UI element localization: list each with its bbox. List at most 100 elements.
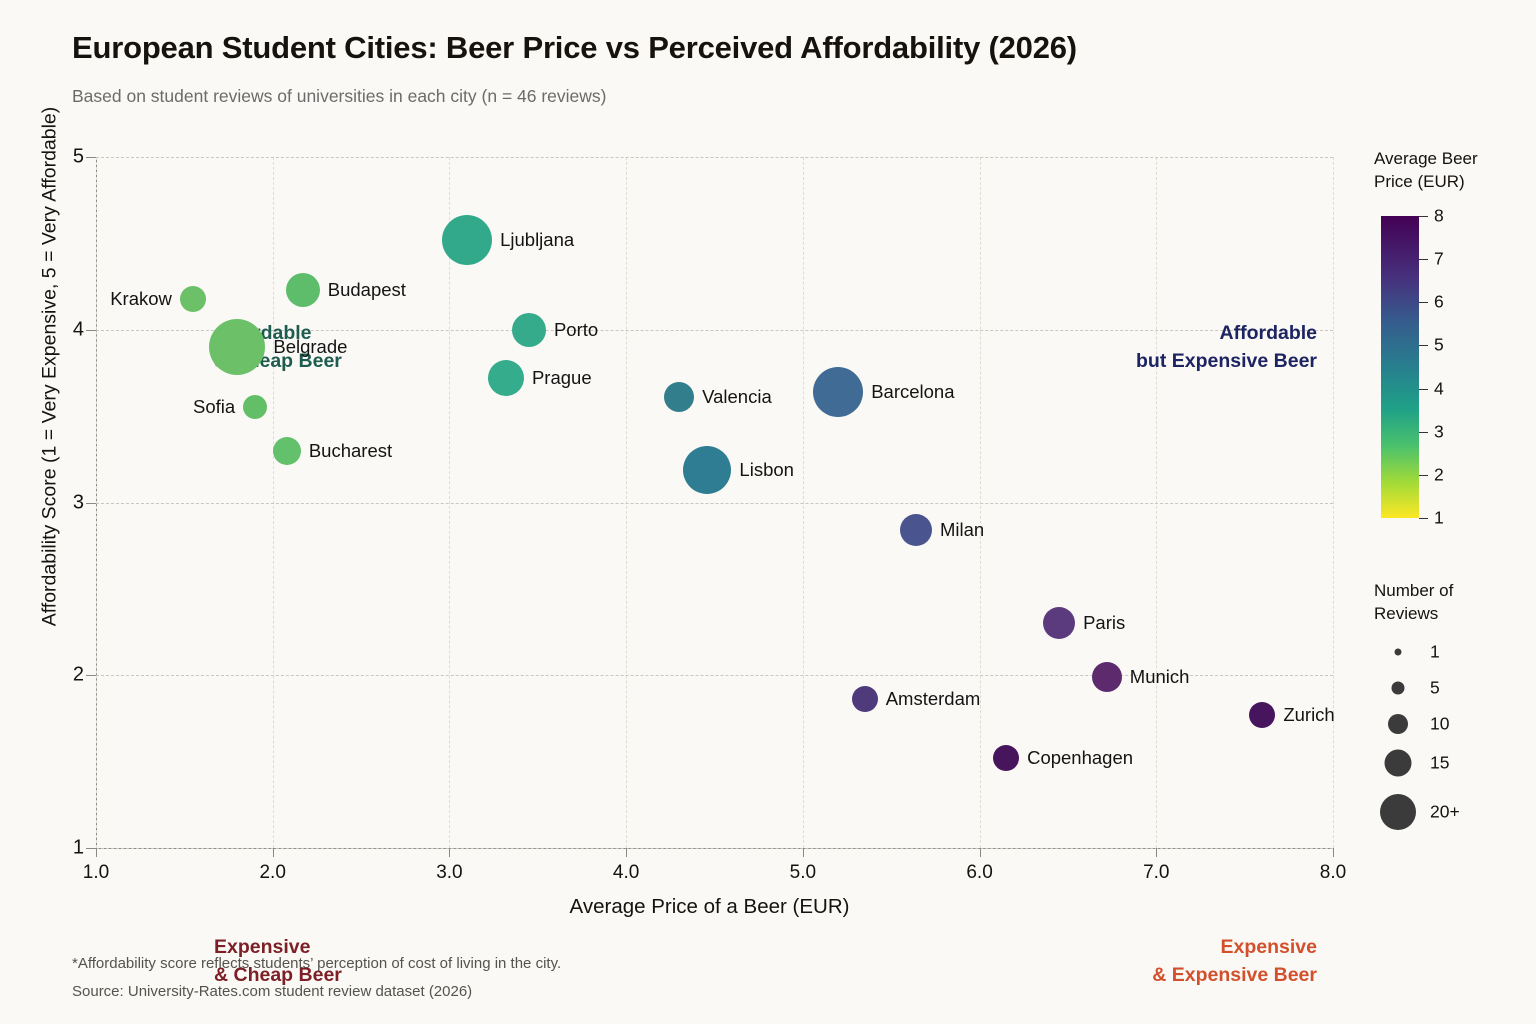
plot-area: Affordable & Cheap Beer Affordable but E… xyxy=(96,157,1335,986)
scatter-label-sofia: Sofia xyxy=(193,396,236,418)
x-tick-mark xyxy=(626,848,628,857)
quadrant-label-top-right: Affordable but Expensive Beer xyxy=(1136,319,1317,376)
scatter-point-barcelona[interactable] xyxy=(813,366,864,417)
x-tick-label: 8.0 xyxy=(1319,862,1347,883)
scatter-point-belgrade[interactable] xyxy=(209,319,266,376)
scatter-label-lisbon: Lisbon xyxy=(739,458,794,480)
x-axis-label: Average Price of a Beer (EUR) xyxy=(569,895,850,918)
scatter-label-copenhagen: Copenhagen xyxy=(1027,747,1134,769)
quadrant-bl-line1: Expensive xyxy=(214,936,311,958)
page-subtitle: Based on student reviews of universities… xyxy=(72,86,607,106)
scatter-point-valencia[interactable] xyxy=(664,382,695,413)
y-tick-mark xyxy=(86,502,96,504)
scatter-point-sofia[interactable] xyxy=(243,395,268,420)
y-tick-label: 3 xyxy=(72,491,84,513)
scatter-point-zurich[interactable] xyxy=(1249,701,1276,728)
colorbar-tick-mark xyxy=(1419,216,1428,217)
size-legend-dot xyxy=(1380,794,1416,830)
colorbar-tick-label: 7 xyxy=(1434,248,1444,269)
colorbar-tick-label: 5 xyxy=(1434,334,1444,355)
colorbar-tick-label: 6 xyxy=(1434,291,1444,312)
scatter-label-belgrade: Belgrade xyxy=(273,336,348,358)
gridline-vertical xyxy=(1333,157,1334,848)
footnote-source: Source: University-Rates.com student rev… xyxy=(72,983,473,1000)
scatter-point-munich[interactable] xyxy=(1091,661,1122,692)
colorbar-tick-label: 2 xyxy=(1434,464,1444,485)
size-legend-label: 20+ xyxy=(1430,801,1460,822)
x-tick-label: 5.0 xyxy=(789,862,817,883)
y-tick-label: 2 xyxy=(72,663,84,686)
x-tick-mark xyxy=(802,848,804,857)
x-tick-label: 7.0 xyxy=(1143,862,1170,883)
y-tick-mark xyxy=(86,157,96,158)
scatter-label-amsterdam: Amsterdam xyxy=(885,688,981,710)
scatter-label-porto: Porto xyxy=(553,318,599,340)
gridline-horizontal xyxy=(96,157,1333,158)
scatter-label-prague: Prague xyxy=(531,367,592,389)
scatter-point-bucharest[interactable] xyxy=(272,436,301,465)
colorbar-tick-mark xyxy=(1419,302,1428,304)
colorbar-title-line1: Average Beer xyxy=(1374,149,1478,168)
y-tick-label: 1 xyxy=(72,836,84,859)
colorbar-tick-label: 3 xyxy=(1434,421,1444,442)
scatter-point-amsterdam[interactable] xyxy=(851,686,878,713)
colorbar-tick-label: 1 xyxy=(1434,507,1444,528)
y-tick-mark xyxy=(86,675,96,677)
scatter-point-ljubljana[interactable] xyxy=(442,214,493,265)
size-legend-dot xyxy=(1384,749,1412,777)
colorbar-tick-mark xyxy=(1419,431,1428,433)
x-tick-mark xyxy=(979,848,981,857)
quadrant-label-bottom-right: Expensive & Expensive Beer xyxy=(1152,933,1317,990)
x-tick-mark xyxy=(1333,848,1334,857)
colorbar-gradient xyxy=(1381,216,1419,518)
x-tick-mark xyxy=(449,848,451,857)
scatter-point-budapest[interactable] xyxy=(285,273,320,308)
scatter-label-krakow: Krakow xyxy=(110,287,172,309)
y-tick-mark xyxy=(86,848,96,849)
size-legend-title-line1: Number of xyxy=(1374,581,1454,600)
size-legend-label: 15 xyxy=(1430,752,1450,773)
size-legend-label: 1 xyxy=(1430,641,1440,662)
gridline-horizontal xyxy=(96,502,1333,504)
colorbar-tick-mark xyxy=(1419,474,1428,476)
x-tick-mark xyxy=(1156,848,1158,857)
quadrant-label-bottom-left: Expensive & Cheap Beer xyxy=(214,933,342,990)
x-tick-mark xyxy=(272,848,274,857)
quadrant-tr-line2: but Expensive Beer xyxy=(1136,350,1317,373)
quadrant-tr-line1: Affordable xyxy=(1219,322,1318,344)
scatter-label-paris: Paris xyxy=(1083,612,1126,634)
colorbar-tick-mark xyxy=(1419,259,1428,261)
x-tick-mark xyxy=(96,848,97,857)
scatter-point-milan[interactable] xyxy=(899,514,932,547)
colorbar-title: Average Beer Price (EUR) xyxy=(1374,148,1478,194)
colorbar-tick-mark xyxy=(1419,388,1428,390)
size-legend-dot xyxy=(1388,714,1408,734)
x-tick-label: 3.0 xyxy=(436,862,463,883)
gridline-horizontal xyxy=(96,675,1333,677)
colorbar-tick-label: 4 xyxy=(1434,378,1444,399)
quadrant-br-line2: & Expensive Beer xyxy=(1152,964,1317,987)
footnote-note: *Affordability score reflects students’ … xyxy=(72,955,562,972)
y-tick-mark xyxy=(86,329,96,331)
scatter-point-krakow[interactable] xyxy=(180,285,207,312)
colorbar-tick-mark xyxy=(1419,345,1428,347)
scatter-point-copenhagen[interactable] xyxy=(993,745,1020,772)
x-tick-label: 6.0 xyxy=(966,862,993,883)
scatter-point-lisbon[interactable] xyxy=(683,445,732,494)
y-axis-label: Affordability Score (1 = Very Expensive,… xyxy=(38,106,61,627)
x-tick-label: 4.0 xyxy=(612,862,640,883)
size-legend-label: 5 xyxy=(1430,677,1440,698)
quadrant-br-line1: Expensive xyxy=(1220,936,1317,958)
scatter-label-ljubljana: Ljubljana xyxy=(500,228,575,250)
scatter-label-milan: Milan xyxy=(939,519,985,541)
scatter-label-valencia: Valencia xyxy=(702,386,772,408)
gridline-horizontal xyxy=(96,329,1333,331)
scatter-point-prague[interactable] xyxy=(487,360,524,397)
scatter-label-budapest: Budapest xyxy=(327,279,406,301)
scatter-point-porto[interactable] xyxy=(511,312,546,347)
scatter-point-paris[interactable] xyxy=(1043,607,1076,640)
scatter-label-bucharest: Bucharest xyxy=(308,439,393,461)
scatter-label-munich: Munich xyxy=(1129,665,1190,687)
gridline-horizontal xyxy=(96,848,1333,849)
